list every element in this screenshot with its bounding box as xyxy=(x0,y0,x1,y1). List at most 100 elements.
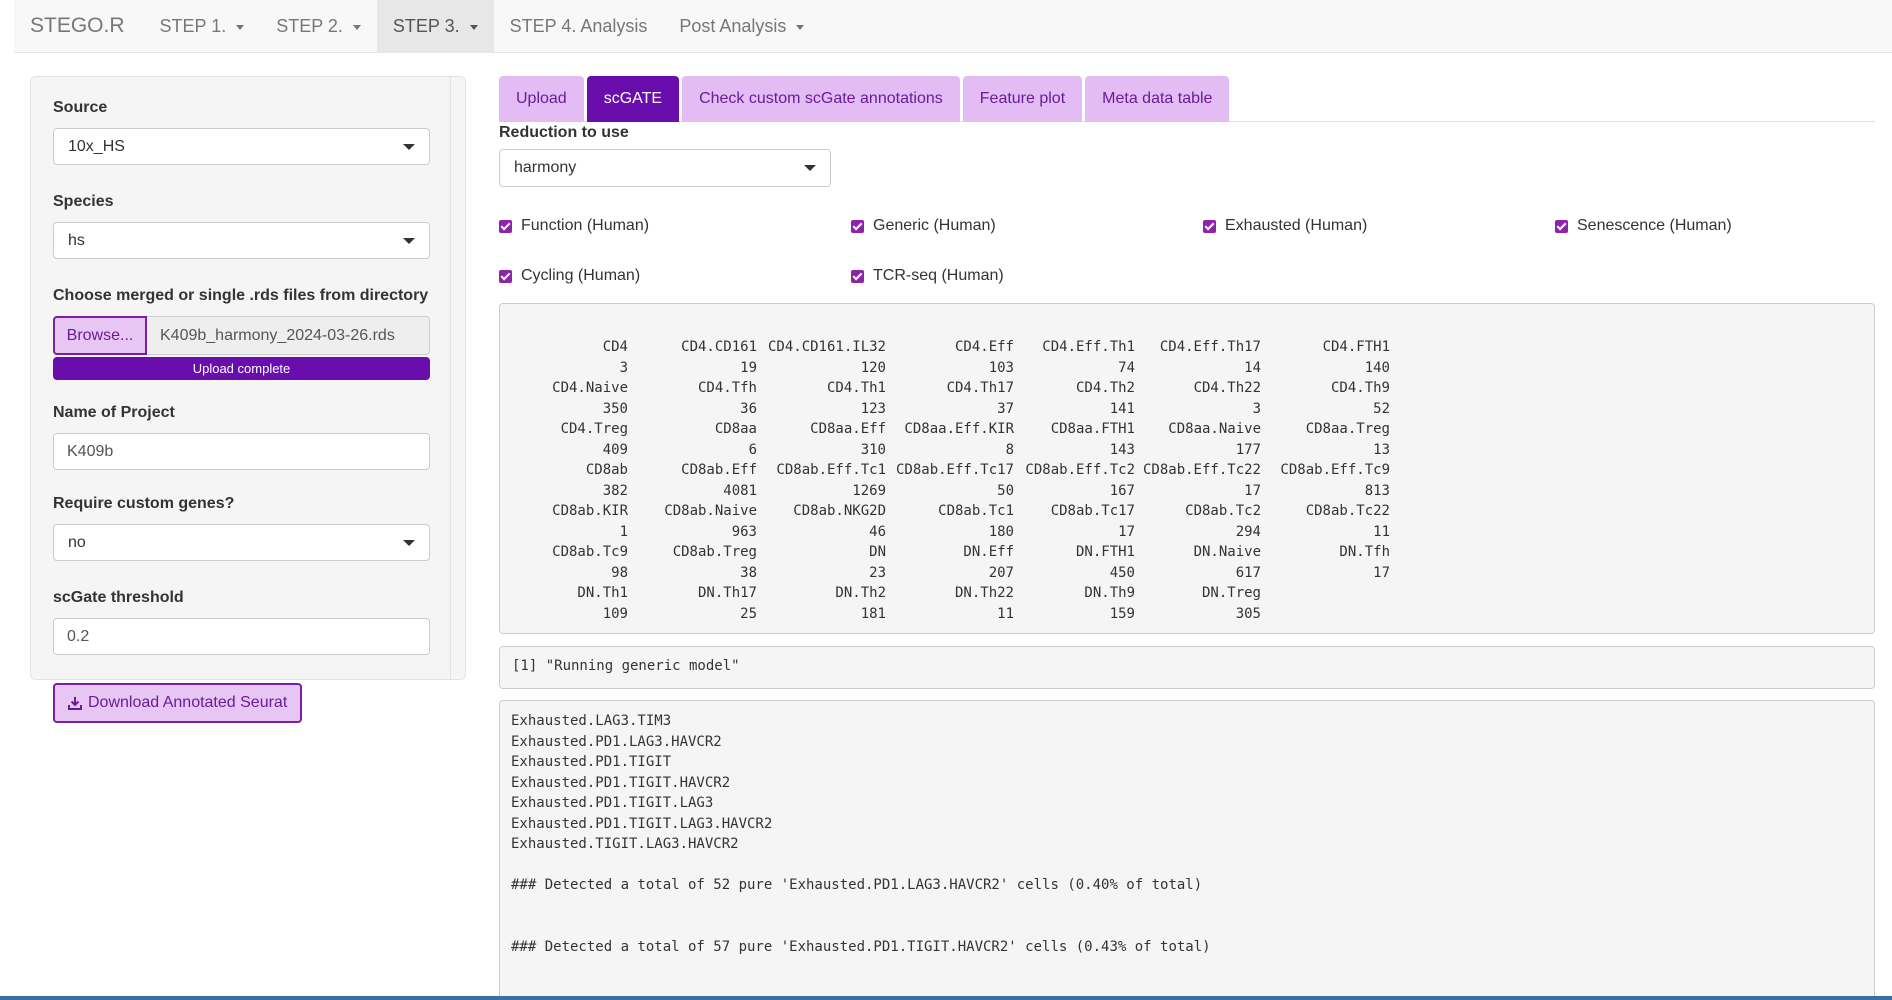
cell-type-name: CD8aa.Eff xyxy=(810,421,886,437)
tab-upload[interactable]: Upload xyxy=(499,76,584,122)
cell-type-name: DN xyxy=(869,544,886,560)
tab-meta-data-table[interactable]: Meta data table xyxy=(1085,76,1230,122)
nav-step3[interactable]: STEP 3. xyxy=(376,0,494,52)
cell-type-name: CD4.CD161 xyxy=(681,339,757,355)
checkbox-checked-icon[interactable] xyxy=(851,269,864,283)
tab-check-custom[interactable]: Check custom scGate annotations xyxy=(682,76,960,122)
cell-type-name: CD8aa.FTH1 xyxy=(1050,421,1135,437)
checkbox-checked-icon[interactable] xyxy=(1555,219,1568,233)
cell-type-name: CD4.Treg xyxy=(560,421,628,437)
cell-type-name: CD8ab.Eff.Tc2 xyxy=(1025,462,1135,478)
cell-type-name: CD8ab.Tc22 xyxy=(1305,503,1390,519)
cell-type-count: 140 xyxy=(1364,359,1390,376)
source-select[interactable]: 10x_HS xyxy=(53,128,430,165)
reduction-label: Reduction to use xyxy=(499,124,629,141)
counts-name-row: CD8ab CD8ab.Eff CD8ab.Eff.Tc1 CD8ab.Eff.Tc1… xyxy=(500,460,1390,481)
checkbox-label: Generic (Human) xyxy=(873,217,996,234)
cell-type-count: 17 xyxy=(1373,564,1390,581)
counts-value-row: 3 19 120 103 74 14 140 xyxy=(500,358,1390,379)
cell-type-count: 19 xyxy=(740,359,757,376)
reduction-select[interactable]: harmony xyxy=(499,149,831,187)
sidebar-scrollbar[interactable] xyxy=(450,77,451,679)
browse-button[interactable]: Browse... xyxy=(53,316,147,355)
cell-type-name: CD4.CD161.IL32 xyxy=(767,339,886,355)
file-name-field[interactable]: K409b_harmony_2024-03-26.rds xyxy=(147,316,430,355)
download-icon xyxy=(68,697,82,710)
checkbox-checked-icon[interactable] xyxy=(1203,219,1216,233)
cell-type-name: CD4.Eff xyxy=(954,339,1014,355)
cell-type-name: CD8ab.Eff xyxy=(681,462,757,478)
custom-genes-select[interactable]: no xyxy=(53,524,430,561)
cell-type-count: 813 xyxy=(1364,482,1390,499)
source-value: 10x_HS xyxy=(68,137,125,155)
species-select[interactable]: hs xyxy=(53,222,430,259)
cell-type-count: 17 xyxy=(1244,482,1261,499)
annotation-counts-output: CD4 CD4.CD161 CD4.CD161.IL32 CD4.Eff CD4.Eff… xyxy=(499,303,1875,634)
source-label: Source xyxy=(53,99,108,116)
log-line: Exhausted.LAG3.TIM3 xyxy=(511,713,672,729)
cell-type-count: 181 xyxy=(860,605,886,622)
nav-step2[interactable]: STEP 2. xyxy=(260,0,377,52)
cell-type-count: 409 xyxy=(602,441,628,458)
checkbox-exhausted[interactable]: Exhausted (Human) xyxy=(1203,217,1367,235)
checkbox-checked-icon[interactable] xyxy=(499,269,512,283)
cell-type-count: 141 xyxy=(1109,400,1135,417)
log-line xyxy=(511,978,1863,999)
cell-type-name: DN.Th1 xyxy=(577,585,628,601)
cell-type-name: CD4.Th17 xyxy=(946,380,1014,396)
species-value: hs xyxy=(68,231,85,249)
checkbox-function[interactable]: Function (Human) xyxy=(499,217,649,235)
cell-type-count: 50 xyxy=(997,482,1014,499)
cell-type-name: DN.Tfh xyxy=(1339,544,1390,560)
checkbox-cycling[interactable]: Cycling (Human) xyxy=(499,267,640,285)
log-line: ### Detected a total of 57 pure 'Exhaust… xyxy=(511,938,1211,955)
cell-type-count xyxy=(1261,604,1390,625)
checkbox-tcr-seq[interactable]: TCR-seq (Human) xyxy=(851,267,1004,285)
custom-genes-value: no xyxy=(68,533,86,551)
cell-type-count: 13 xyxy=(1373,441,1390,458)
cell-type-count: 350 xyxy=(602,400,628,417)
cell-type-count: 1269 xyxy=(852,482,886,499)
cell-type-name: CD8ab.Tc9 xyxy=(552,544,628,560)
cell-type-count: 382 xyxy=(602,482,628,499)
nav-step4[interactable]: STEP 4. Analysis xyxy=(494,0,664,52)
cell-type-name: CD8ab.Naive xyxy=(664,503,757,519)
project-name-input[interactable]: K409b xyxy=(53,433,430,470)
nav-step1[interactable]: STEP 1. xyxy=(144,0,261,52)
cell-type-count: 17 xyxy=(1118,523,1135,540)
log-line xyxy=(511,896,1863,917)
cell-type-count: 38 xyxy=(740,564,757,581)
file-label: Choose merged or single .rds files from … xyxy=(53,287,429,304)
threshold-input[interactable]: 0.2 xyxy=(53,618,430,655)
cell-type-count: 120 xyxy=(860,359,886,376)
scgate-log-output: Exhausted.LAG3.TIM3 Exhausted.PD1.LAG3.HA… xyxy=(499,700,1875,1000)
checkbox-checked-icon[interactable] xyxy=(499,219,512,233)
tab-scgate[interactable]: scGATE xyxy=(586,76,680,122)
tab-feature-plot[interactable]: Feature plot xyxy=(962,76,1083,122)
cell-type-count: 46 xyxy=(869,523,886,540)
counts-name-row: CD4.Treg CD8aa CD8aa.Eff CD8aa.Eff.KIR CD8aa… xyxy=(500,419,1390,440)
cell-type-count: 98 xyxy=(611,564,628,581)
file-input-group: Browse... K409b_harmony_2024-03-26.rds xyxy=(53,316,430,355)
cell-type-count: 109 xyxy=(602,605,628,622)
download-label: Download Annotated Seurat xyxy=(88,694,288,711)
checkbox-senescence[interactable]: Senescence (Human) xyxy=(1555,217,1732,235)
dropdown-arrow-icon xyxy=(403,143,415,150)
cell-type-name: CD8ab.KIR xyxy=(552,503,628,519)
checkbox-label: Senescence (Human) xyxy=(1577,217,1732,234)
dropdown-arrow-icon xyxy=(403,539,415,546)
download-annotated-button[interactable]: Download Annotated Seurat xyxy=(53,683,303,723)
counts-value-row: 109 25 181 11 159 305 xyxy=(500,604,1390,625)
cell-type-name xyxy=(1261,583,1390,604)
brand[interactable]: STEGO.R xyxy=(30,14,125,37)
cell-type-count: 207 xyxy=(988,564,1014,581)
counts-value-row: 350 36 123 37 141 3 52 xyxy=(500,399,1390,420)
nav-post-analysis[interactable]: Post Analysis xyxy=(663,0,820,52)
checkbox-label: Function (Human) xyxy=(521,217,650,234)
nav-step2-label: STEP 2. xyxy=(276,15,343,36)
project-label: Name of Project xyxy=(53,404,175,421)
checkbox-checked-icon[interactable] xyxy=(851,219,864,233)
checkbox-generic[interactable]: Generic (Human) xyxy=(851,217,996,235)
cell-type-name: DN.Th22 xyxy=(954,585,1014,601)
dropdown-arrow-icon xyxy=(804,165,816,171)
